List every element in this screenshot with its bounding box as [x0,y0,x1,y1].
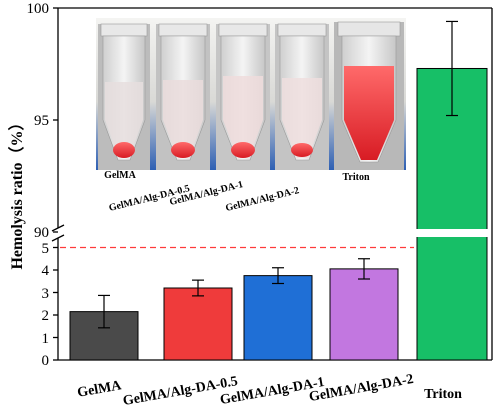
bar-break-gap [416,229,488,237]
inset-label: Triton [342,172,369,183]
bar-group [69,67,488,361]
axis-break-marks [51,224,65,242]
tube [216,23,270,170]
error-bar-group [98,20,458,329]
x-tick-labels: GelMA GelMA/Alg-DA-0.5 GelMA/Alg-DA-1 Ge… [76,372,462,409]
tube [98,23,150,170]
y-tick-label: 5 [42,241,50,257]
inset-photo [96,18,406,170]
x-tick-label: Triton [424,387,462,402]
y-tick-label: 2 [42,308,50,324]
tube [275,23,329,170]
bar [329,268,399,361]
tube [334,21,404,170]
bar [243,275,313,361]
x-tick-label: GelMA [76,378,123,401]
y-tick-label: 1 [42,331,50,347]
bar [163,287,233,361]
y-tick-label: 0 [42,353,50,369]
tube [156,23,210,170]
y-tick-label: 90 [34,225,49,241]
y-tick-labels: 90 95 100 0 1 2 3 4 5 [27,1,50,369]
inset-labels: GelMA GelMA/Alg-DA-0.5 GelMA/Alg-DA-1 Ge… [104,170,370,214]
y-tick-marks [53,7,58,361]
y-tick-label: 95 [34,113,49,129]
x-tick-label: GelMA/Alg-DA-2 [308,372,415,405]
bar [416,213,488,361]
y-tick-label: 4 [42,263,50,279]
y-tick-label: 100 [27,1,50,17]
inset-label: GelMA [104,170,136,181]
y-axis-title: Hemolysis ratio（%） [8,114,26,269]
y-tick-label: 3 [42,286,50,302]
